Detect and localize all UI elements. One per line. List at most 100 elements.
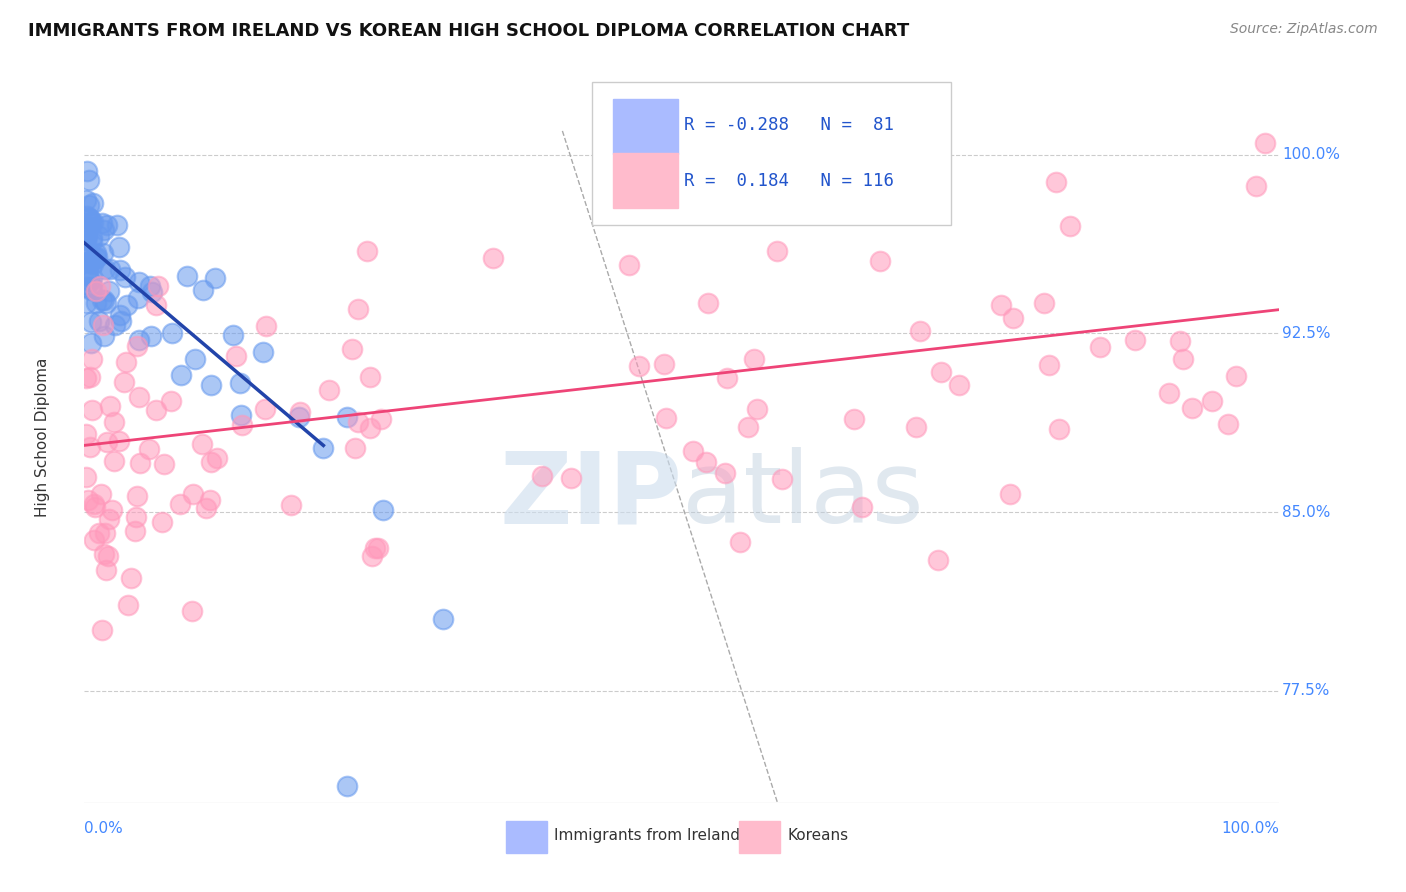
Point [75, 233, 97, 247]
Point [82, 215, 104, 229]
Point [1123, 334, 1146, 348]
Point [75, 244, 97, 259]
Point [87, 313, 110, 327]
Text: ZIP: ZIP [499, 447, 682, 544]
Point [318, 383, 340, 397]
Point [76, 255, 98, 269]
Point [84, 285, 107, 299]
Point [98, 399, 121, 413]
Point [146, 278, 169, 293]
Point [1088, 340, 1111, 354]
Point [98, 284, 121, 298]
Point [617, 259, 640, 273]
Point [79, 211, 101, 226]
Point [231, 418, 253, 433]
Point [288, 404, 311, 418]
Point [998, 487, 1021, 501]
Point [110, 314, 132, 328]
Text: R = -0.288   N =  81: R = -0.288 N = 81 [685, 116, 894, 134]
Point [128, 291, 150, 305]
Point [695, 454, 717, 468]
Point [75, 371, 97, 385]
Point [76, 228, 98, 243]
Point [908, 324, 931, 338]
Point [112, 376, 135, 390]
Point [628, 359, 651, 373]
Point [737, 419, 759, 434]
Point [89, 229, 111, 244]
Point [181, 487, 204, 501]
Point [1170, 334, 1192, 348]
Point [86, 250, 108, 264]
Point [346, 416, 368, 430]
Point [98, 261, 121, 276]
FancyBboxPatch shape [592, 82, 950, 225]
Point [80, 280, 103, 294]
Point [100, 503, 122, 517]
Point [145, 297, 167, 311]
Point [229, 376, 252, 390]
Point [75, 426, 97, 441]
Point [89, 279, 111, 293]
Point [76, 209, 98, 223]
Point [77, 198, 100, 212]
Point [80, 403, 103, 417]
Point [190, 436, 212, 450]
Point [91, 623, 114, 637]
Point [117, 599, 139, 613]
Point [87, 525, 110, 540]
Point [84, 296, 107, 310]
Point [97, 512, 120, 526]
Point [77, 493, 100, 508]
Point [1225, 369, 1247, 384]
Point [75, 296, 97, 310]
Point [176, 268, 198, 283]
Point [225, 349, 247, 363]
Point [655, 410, 678, 425]
Point [129, 456, 152, 470]
Point [125, 489, 148, 503]
Text: atlas: atlas [682, 447, 924, 544]
Point [79, 274, 101, 288]
Text: 92.5%: 92.5% [1282, 326, 1330, 341]
Point [432, 612, 454, 626]
Point [96, 296, 118, 310]
Point [77, 247, 100, 261]
FancyBboxPatch shape [613, 99, 678, 154]
Point [77, 219, 100, 234]
Point [80, 283, 103, 297]
Point [770, 472, 793, 486]
Point [82, 351, 104, 366]
Point [79, 211, 101, 226]
Point [766, 244, 789, 259]
Point [153, 458, 176, 472]
Point [207, 451, 229, 466]
Point [160, 326, 183, 340]
Point [312, 441, 335, 455]
Point [191, 283, 214, 297]
Point [530, 469, 553, 483]
Point [79, 440, 101, 454]
Text: Koreans: Koreans [787, 828, 848, 843]
Point [124, 510, 146, 524]
Point [195, 500, 218, 515]
Point [75, 470, 97, 484]
Point [103, 415, 125, 429]
Point [1038, 358, 1060, 372]
Point [79, 173, 101, 187]
Text: R =  0.184   N = 116: R = 0.184 N = 116 [685, 172, 894, 190]
Point [77, 264, 100, 278]
Point [254, 318, 277, 333]
Point [200, 492, 222, 507]
Point [128, 275, 150, 289]
Point [1201, 393, 1223, 408]
Point [927, 553, 949, 567]
Point [94, 563, 117, 577]
FancyBboxPatch shape [740, 822, 780, 854]
Point [90, 216, 112, 230]
Point [75, 280, 97, 294]
Point [139, 279, 162, 293]
Point [361, 549, 384, 564]
Point [1254, 136, 1277, 150]
Text: Source: ZipAtlas.com: Source: ZipAtlas.com [1230, 22, 1378, 37]
